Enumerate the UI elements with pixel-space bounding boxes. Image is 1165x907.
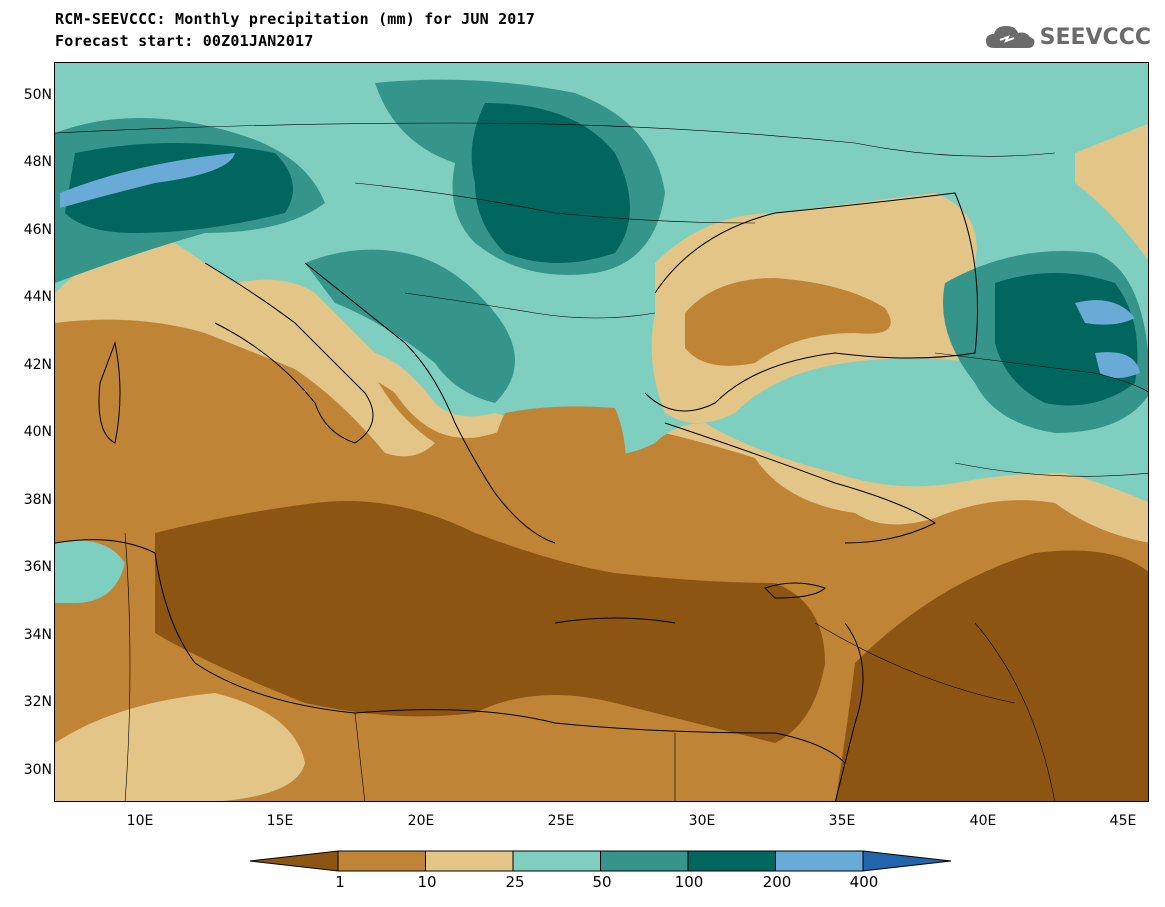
lon-label: 20E (407, 813, 435, 829)
colorbar-label: 200 (762, 873, 792, 891)
seevccc-logo: SEEVCCC (984, 22, 1151, 52)
colorbar-label: 50 (592, 873, 612, 891)
fill-25-50 (55, 63, 1148, 503)
lat-label: 44N (23, 289, 52, 305)
colorbar-bin (687, 850, 776, 872)
fill-caucasus-peak-2 (1095, 352, 1140, 378)
fill-caucasus-peak (1075, 300, 1135, 325)
colorbar-bin (425, 850, 514, 872)
colorbar-label: 1 (335, 873, 345, 891)
lat-label: 46N (23, 222, 52, 238)
coastlines (55, 192, 978, 801)
lat-label: 30N (23, 762, 52, 778)
lon-label: 35E (828, 813, 856, 829)
fill-italy-band (195, 273, 435, 457)
fill-east-dry (1075, 123, 1148, 261)
fill-carpathians-core (471, 103, 630, 263)
forecast-start: Forecast start: 00Z01JAN2017 (55, 32, 314, 50)
map-title: RCM-SEEVCCC: Monthly precipitation (mm) … (55, 10, 535, 28)
fill-blacksea-drier (685, 278, 891, 366)
lon-label: 40E (969, 813, 997, 829)
colorbar-label: 100 (674, 873, 704, 891)
colorbar-label: 25 (505, 873, 525, 891)
colorbar-bin (250, 850, 339, 872)
colorbar-label: 10 (417, 873, 437, 891)
colorbar-bin (337, 850, 426, 872)
fill-alps-peak (60, 153, 235, 208)
fill-alps-core (65, 143, 293, 233)
colorbar-bin (862, 850, 952, 872)
lon-label: 15E (266, 813, 294, 829)
lat-label: 34N (23, 627, 52, 643)
fill-balkans (305, 249, 515, 403)
lat-label: 32N (23, 694, 52, 710)
borders (55, 122, 1148, 801)
colorbar-bin (600, 850, 689, 872)
lat-label: 36N (23, 559, 52, 575)
cloud-icon (985, 26, 1035, 48)
lon-label: 30E (688, 813, 716, 829)
lon-label: 10E (126, 813, 154, 829)
colorbar (250, 850, 952, 872)
lat-label: 50N (23, 87, 52, 103)
precipitation-field (55, 63, 1148, 801)
colorbar-label: 400 (849, 873, 879, 891)
lat-label: 38N (23, 492, 52, 508)
lon-label: 45E (1109, 813, 1137, 829)
precipitation-map (54, 62, 1149, 802)
lat-label: 40N (23, 424, 52, 440)
lat-label: 42N (23, 357, 52, 373)
fill-africa-light (55, 693, 305, 801)
fill-tunisia-wet (55, 540, 125, 603)
fill-med-core (155, 501, 825, 743)
lon-label: 25E (547, 813, 575, 829)
fill-levant-core (835, 550, 1148, 801)
fill-greece (491, 406, 627, 553)
lat-label: 48N (23, 154, 52, 170)
colorbar-bin (775, 850, 864, 872)
colorbar-bin (512, 850, 601, 872)
logo-text: SEEVCCC (1039, 24, 1151, 50)
